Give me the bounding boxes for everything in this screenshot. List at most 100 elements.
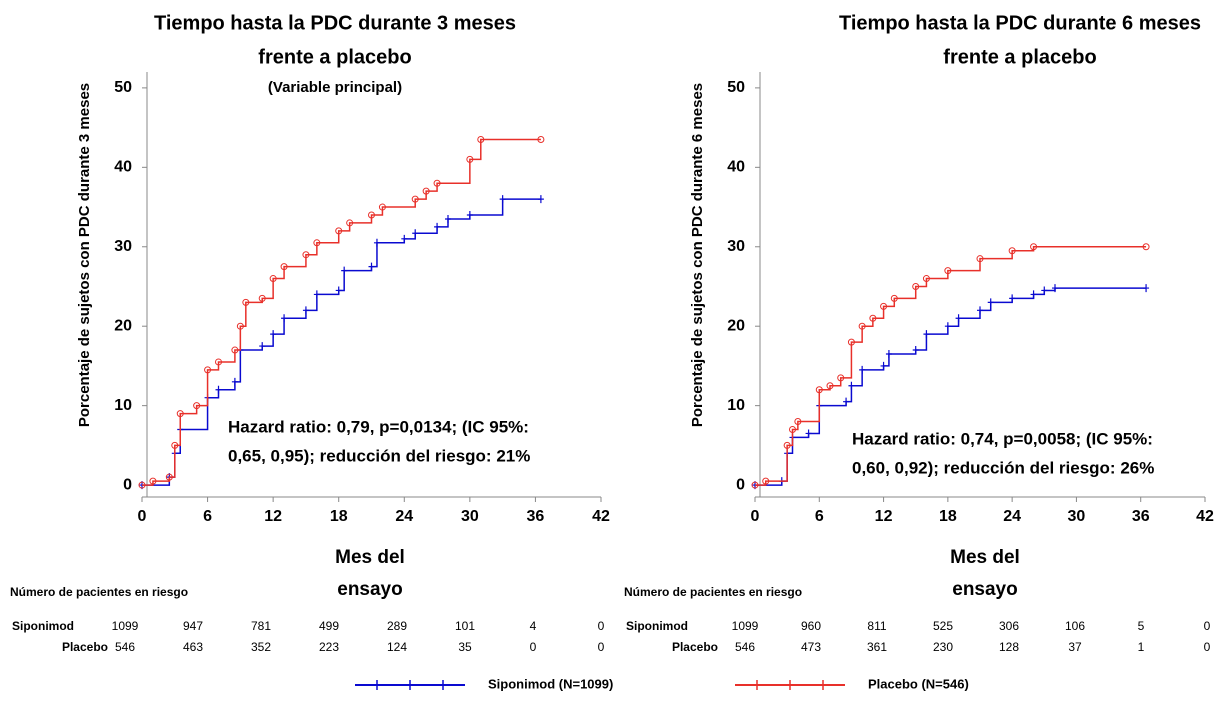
censor-marker bbox=[794, 418, 802, 426]
x-tick-label: 30 bbox=[461, 508, 479, 525]
risk-value: 1099 bbox=[112, 619, 139, 633]
censor-marker bbox=[378, 203, 386, 211]
risk-value: 223 bbox=[319, 640, 339, 654]
risk-value: 0 bbox=[598, 640, 605, 654]
y-tick-label: 40 bbox=[727, 159, 745, 176]
annotation: 0,60, 0,92); reducción del riesgo: 26% bbox=[852, 458, 1154, 477]
censor-marker bbox=[987, 298, 994, 307]
risk-value: 525 bbox=[933, 619, 953, 633]
x-tick-label: 30 bbox=[1068, 508, 1086, 525]
risk-value: 499 bbox=[319, 619, 339, 633]
censor-marker bbox=[923, 330, 930, 339]
censor-marker bbox=[341, 266, 348, 275]
censor-marker bbox=[335, 227, 343, 235]
censor-marker bbox=[880, 302, 888, 310]
risk-value: 306 bbox=[999, 619, 1019, 633]
risk-value: 781 bbox=[251, 619, 271, 633]
annotation: Hazard ratio: 0,74, p=0,0058; (IC 95%: bbox=[852, 429, 1153, 448]
x-tick-label: 18 bbox=[939, 508, 957, 525]
censor-marker bbox=[258, 294, 266, 302]
censor-marker bbox=[270, 330, 277, 339]
x-tick-label: 42 bbox=[1196, 508, 1214, 525]
censor-marker bbox=[477, 136, 485, 144]
km-line bbox=[142, 198, 541, 486]
y-axis-label: Porcentaje de sujetos con PDC durante 6 … bbox=[689, 83, 706, 427]
censor-marker bbox=[869, 314, 877, 322]
km-line bbox=[755, 287, 1147, 486]
censor-marker bbox=[335, 286, 342, 295]
censor-marker bbox=[1142, 243, 1150, 251]
risk-value: 361 bbox=[867, 640, 887, 654]
censor-marker bbox=[826, 382, 834, 390]
x-tick-label: 6 bbox=[815, 508, 824, 525]
chart-title: Tiempo hasta la PDC durante 6 meses bbox=[839, 12, 1201, 34]
censor-marker bbox=[1008, 247, 1016, 255]
censor-marker bbox=[1030, 290, 1037, 299]
censor-marker bbox=[259, 342, 266, 351]
censor-marker bbox=[368, 211, 375, 219]
y-tick-label: 30 bbox=[114, 238, 132, 255]
y-tick-label: 20 bbox=[727, 317, 745, 334]
censor-marker bbox=[165, 473, 173, 481]
risk-value: 5 bbox=[1138, 619, 1145, 633]
y-tick-label: 0 bbox=[123, 476, 132, 493]
legend-label: Siponimod (N=1099) bbox=[488, 676, 613, 691]
censor-marker bbox=[313, 290, 320, 299]
y-tick-label: 20 bbox=[114, 317, 132, 334]
risk-value: 947 bbox=[183, 619, 203, 633]
risk-value: 960 bbox=[801, 619, 821, 633]
risk-row-label: Placebo bbox=[62, 640, 108, 654]
y-tick-label: 40 bbox=[114, 159, 132, 176]
risk-value: 0 bbox=[1204, 640, 1211, 654]
censor-marker bbox=[1052, 284, 1058, 293]
risk-value: 37 bbox=[1068, 640, 1082, 654]
risk-value: 35 bbox=[458, 640, 472, 654]
y-tick-label: 30 bbox=[727, 238, 745, 255]
risk-value: 1 bbox=[1138, 640, 1145, 654]
risk-table-title: Número de pacientes en riesgo bbox=[624, 585, 802, 599]
chart-title: Tiempo hasta la PDC durante 3 meses bbox=[154, 12, 516, 34]
censor-marker bbox=[1041, 286, 1048, 295]
risk-value: 0 bbox=[598, 619, 605, 633]
risk-value: 811 bbox=[867, 619, 886, 633]
censor-marker bbox=[280, 263, 288, 271]
risk-value: 4 bbox=[530, 619, 537, 633]
risk-value: 463 bbox=[183, 640, 203, 654]
chart-subtitle: (Variable principal) bbox=[268, 79, 402, 96]
risk-value: 230 bbox=[933, 640, 953, 654]
censor-marker bbox=[236, 322, 244, 330]
censor-marker bbox=[1030, 243, 1038, 251]
censor-marker bbox=[302, 251, 310, 259]
x-axis-label: ensayo bbox=[337, 579, 402, 600]
censor-marker bbox=[445, 214, 451, 223]
y-tick-label: 10 bbox=[114, 397, 132, 414]
risk-value: 124 bbox=[387, 640, 407, 654]
risk-row-label: Siponimod bbox=[12, 619, 74, 633]
censor-marker bbox=[138, 481, 146, 489]
censor-marker bbox=[922, 275, 930, 283]
censor-marker bbox=[302, 306, 309, 315]
y-tick-label: 10 bbox=[727, 397, 745, 414]
y-tick-label: 50 bbox=[114, 79, 132, 96]
censor-marker bbox=[193, 402, 201, 410]
censor-marker bbox=[346, 219, 354, 227]
x-tick-label: 18 bbox=[330, 508, 348, 525]
x-tick-label: 6 bbox=[203, 508, 212, 525]
censor-marker bbox=[204, 366, 212, 374]
censor-marker bbox=[789, 425, 796, 433]
censor-marker bbox=[977, 306, 983, 315]
censor-marker bbox=[885, 350, 892, 359]
chart-title: frente a placebo bbox=[258, 46, 411, 68]
x-tick-label: 42 bbox=[592, 508, 610, 525]
x-tick-label: 24 bbox=[395, 508, 413, 525]
x-tick-label: 12 bbox=[264, 508, 282, 525]
chart-title: frente a placebo bbox=[943, 46, 1096, 68]
censor-marker bbox=[412, 229, 419, 238]
censor-marker bbox=[171, 441, 179, 449]
censor-marker bbox=[373, 238, 380, 247]
censor-marker bbox=[843, 397, 850, 406]
censor-marker bbox=[848, 381, 855, 390]
x-axis-label: Mes del bbox=[950, 547, 1020, 568]
censor-marker bbox=[149, 477, 157, 485]
censor-marker bbox=[837, 374, 845, 382]
